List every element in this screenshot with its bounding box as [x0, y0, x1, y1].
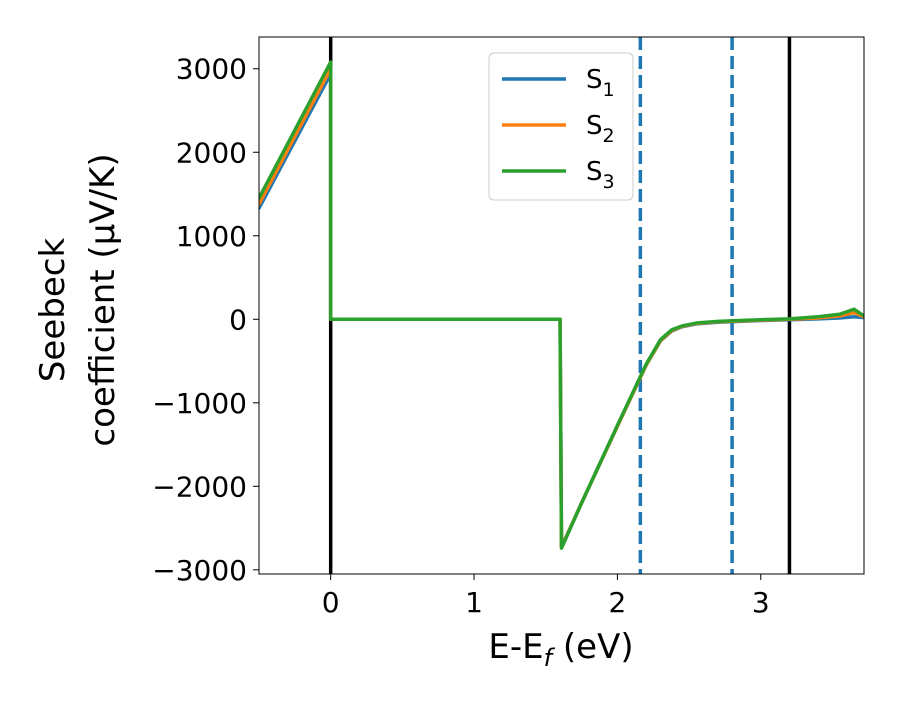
- x-tick-label: 1: [465, 586, 483, 619]
- series-lines: [259, 60, 864, 550]
- plot-frame: [258, 36, 865, 575]
- y-tick-label: 1000: [176, 220, 247, 253]
- x-tick-label: 0: [322, 586, 340, 619]
- y-tick-label: 0: [229, 303, 247, 336]
- x-axis: 0 1 2 3: [322, 574, 770, 619]
- y-tick-label: −3000: [152, 554, 247, 587]
- x-tick-label: 3: [752, 586, 770, 619]
- y-tick-label: 3000: [176, 53, 247, 86]
- y-tick-label: 2000: [176, 136, 247, 169]
- y-axis: −3000 −2000 −1000 0 1000 2000 3000: [152, 53, 259, 587]
- plot-area: [259, 37, 864, 574]
- x-axis-label: E-Ef (eV): [488, 627, 633, 672]
- y-tick-label: −2000: [152, 470, 247, 503]
- legend-label-s3: S3: [586, 157, 615, 193]
- legend-label-s1: S1: [586, 65, 615, 101]
- legend: S1 S2 S3: [488, 52, 634, 201]
- x-tick-label: 2: [608, 586, 626, 619]
- y-tick-label: −1000: [152, 387, 247, 420]
- y-axis-label-line2: coefficient (μV/K): [83, 153, 123, 446]
- legend-label-s2: S2: [586, 111, 615, 147]
- series-line-s3: [259, 60, 864, 550]
- y-axis-label-line1: Seebeck: [33, 238, 73, 383]
